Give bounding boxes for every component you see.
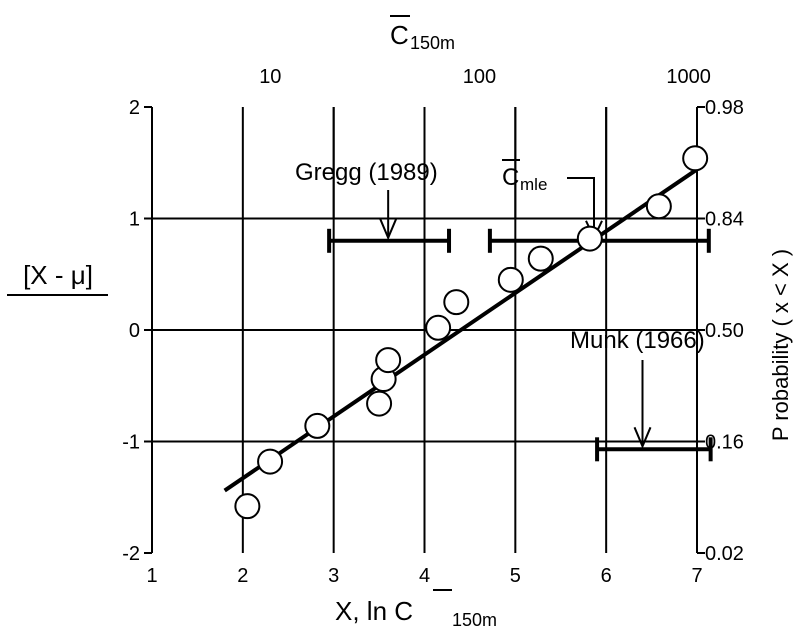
y-tick-label: -1 <box>122 432 140 454</box>
right-axis-label: P robability ( x < X ) <box>768 249 793 441</box>
x-tick-label: 6 <box>601 565 612 587</box>
data-point <box>257 448 284 475</box>
x-tick-label: 7 <box>691 565 702 587</box>
annotation-label: Munk (1966) <box>570 327 705 354</box>
plot-frame <box>144 106 705 554</box>
probability-tick-label: 0.84 <box>705 209 744 231</box>
data-point <box>443 289 470 316</box>
annotation-arrow-shaft <box>567 177 595 238</box>
x-tick-label: 2 <box>237 565 248 587</box>
y-tick-label: -2 <box>122 543 140 565</box>
x-tick-label: 3 <box>328 565 339 587</box>
top-tick-label: 100 <box>463 66 496 88</box>
data-point <box>682 145 709 172</box>
fit-line <box>223 167 699 493</box>
x-tick-label: 4 <box>419 565 430 587</box>
grid <box>152 107 697 553</box>
data-point <box>497 266 524 293</box>
top-axis-label: C <box>390 20 409 50</box>
probability-tick-label: 0.16 <box>705 432 744 454</box>
data-point <box>527 245 554 272</box>
ticks: 1 2 3 4 5 6 7 -2 -1 0 1 2 0.02 0.16 0.50 0.84 0.98 10 100 1… <box>122 66 744 587</box>
x-tick-label: 1 <box>146 565 157 587</box>
data-points <box>234 145 709 520</box>
annotation-label: C <box>502 164 519 191</box>
probability-tick-label: 0.98 <box>705 97 744 119</box>
annotation-arrowhead <box>379 218 398 241</box>
annotation-label: Gregg (1989) <box>295 159 438 186</box>
data-point <box>645 193 672 220</box>
top-tick-label: 1000 <box>666 66 711 88</box>
x-tick-label: 5 <box>510 565 521 587</box>
data-point <box>576 225 603 252</box>
y-tick-label: 1 <box>129 209 140 231</box>
probability-tick-label: 0.02 <box>705 543 744 565</box>
y-tick-label: 2 <box>129 97 140 119</box>
fit-line-group <box>223 167 699 493</box>
y-tick-label: 0 <box>129 320 140 342</box>
data-point <box>304 412 331 439</box>
annotation-arrowhead <box>633 426 652 449</box>
data-point <box>234 493 261 520</box>
data-point <box>425 314 452 341</box>
top-axis-label-sub: 150m <box>410 33 455 53</box>
top-tick-label: 10 <box>259 66 281 88</box>
probability-tick-label: 0.50 <box>705 320 744 342</box>
x-axis-label-sub: 150m <box>452 610 497 630</box>
annotation-subscript: mle <box>520 175 547 194</box>
y-axis-label: [X - μ] <box>23 260 93 290</box>
data-point <box>375 347 402 374</box>
x-axis-label: X, ln C <box>335 596 413 626</box>
data-point <box>366 390 393 417</box>
